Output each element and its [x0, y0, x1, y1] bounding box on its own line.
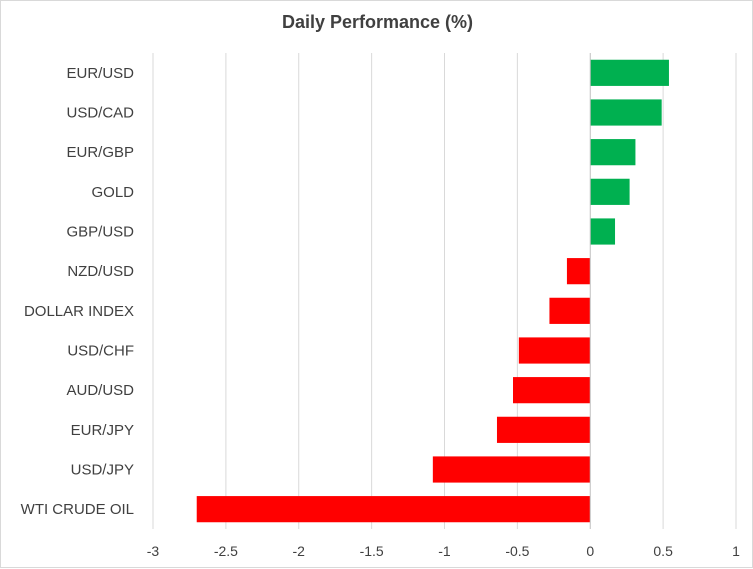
- bar-eur-jpy: [496, 416, 591, 443]
- category-label: DOLLAR INDEX: [24, 303, 134, 320]
- x-tick-label: 1: [732, 543, 740, 559]
- category-label: AUD/USD: [66, 382, 134, 399]
- category-label: USD/CAD: [66, 105, 134, 122]
- bar-aud-usd: [513, 377, 591, 404]
- bar-gold: [590, 178, 630, 205]
- labels: -3 -2.5 -2 -1.5 -1 -0.5 0 0.5 1 EUR/USD USD/CAD EUR…: [21, 65, 740, 559]
- x-tick-label: 0.5: [653, 543, 673, 559]
- bar-eur-usd: [590, 59, 669, 86]
- x-tick-label: -3: [147, 543, 160, 559]
- x-tick-label: 0: [586, 543, 594, 559]
- bar-nzd-usd: [566, 258, 591, 285]
- category-label: NZD/USD: [67, 263, 134, 280]
- bar-usd-jpy: [432, 456, 591, 483]
- x-tick-label: -2.5: [214, 543, 238, 559]
- x-tick-label: -1.5: [360, 543, 384, 559]
- x-tick-label: -2: [293, 543, 306, 559]
- bar-usd-cad: [590, 99, 662, 126]
- bar-usd-chf: [518, 337, 591, 364]
- category-label: EUR/USD: [66, 65, 134, 82]
- bar-eur-gbp: [590, 139, 636, 166]
- category-label: GOLD: [91, 184, 134, 201]
- category-label: EUR/JPY: [71, 422, 134, 439]
- category-label: USD/CHF: [67, 343, 134, 360]
- bar-dollar-index: [549, 297, 591, 324]
- category-label: EUR/GBP: [66, 144, 134, 161]
- x-tick-label: -0.5: [505, 543, 529, 559]
- category-label: USD/JPY: [71, 462, 134, 479]
- bar-gbp-usd: [590, 218, 616, 245]
- gridlines: [152, 53, 737, 529]
- chart-title: Daily Performance (%): [281, 12, 474, 32]
- bars: [196, 59, 669, 523]
- x-tick-label: -1: [438, 543, 451, 559]
- category-label: GBP/USD: [66, 224, 134, 241]
- category-label: WTI CRUDE OIL: [21, 501, 134, 518]
- bar-wti-crude-oil: [196, 496, 591, 523]
